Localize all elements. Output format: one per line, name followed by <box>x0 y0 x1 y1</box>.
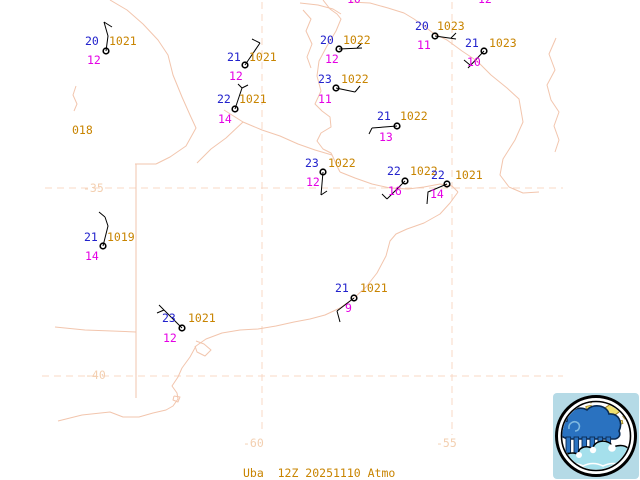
station-6-temp: 20 <box>415 19 429 33</box>
wind-barbs <box>98 21 485 329</box>
station-9-pressure: 1022 <box>328 156 356 170</box>
latitude-label-35: -35 <box>83 181 104 195</box>
station-circles <box>99 32 488 332</box>
station-12-temp: 21 <box>84 230 98 244</box>
station-7-temp: 21 <box>465 36 479 50</box>
station-11-temp: 22 <box>431 168 445 182</box>
clipped-top-dewpoint-b: 12 <box>478 0 492 5</box>
station-2-dewpoint: 12 <box>229 69 243 83</box>
station-1-temp: 20 <box>85 34 99 48</box>
station-13-temp: 23 <box>162 311 176 325</box>
clipped-pressure-label: 018 <box>72 123 93 137</box>
station-8-pressure: 1022 <box>400 109 428 123</box>
station-4-temp: 20 <box>320 33 334 47</box>
station-3-pressure: 1021 <box>239 92 267 106</box>
map-caption: Uba 12Z 20251110 Atmo <box>243 466 396 480</box>
station-5-temp: 23 <box>318 72 332 86</box>
station-6-pressure: 1023 <box>437 19 465 33</box>
station-11-dewpoint: 14 <box>430 187 444 201</box>
station-11-pressure: 1021 <box>455 168 483 182</box>
latitude-label-40: -40 <box>85 368 106 382</box>
grid-lines <box>42 2 563 435</box>
station-7-dewpoint: 10 <box>467 55 481 69</box>
station-1-pressure: 1021 <box>109 34 137 48</box>
station-3-dewpoint: 14 <box>218 112 232 126</box>
clipped-top-dewpoint-a: 10 <box>347 0 361 5</box>
longitude-label-60: -60 <box>243 436 264 450</box>
station-5-dewpoint: 11 <box>318 92 332 106</box>
station-10-temp: 22 <box>387 164 401 178</box>
station-14-temp: 21 <box>335 281 349 295</box>
station-8-temp: 21 <box>377 109 391 123</box>
station-1-dewpoint: 12 <box>87 53 101 67</box>
station-3-temp: 22 <box>217 92 231 106</box>
coastline-borders <box>54 0 560 422</box>
station-4-dewpoint: 12 <box>325 52 339 66</box>
station-9-temp: 23 <box>305 156 319 170</box>
station-2-temp: 21 <box>227 50 241 64</box>
station-13-pressure: 1021 <box>188 311 216 325</box>
station-9-dewpoint: 12 <box>306 175 320 189</box>
station-4-pressure: 1022 <box>343 33 371 47</box>
station-14-dewpoint: 9 <box>345 301 352 315</box>
station-13-dewpoint: 12 <box>163 331 177 345</box>
station-12-dewpoint: 14 <box>85 249 99 263</box>
station-6-dewpoint: 11 <box>417 38 431 52</box>
station-10-dewpoint: 16 <box>388 184 402 198</box>
station-14-pressure: 1021 <box>360 281 388 295</box>
station-10-pressure: 1022 <box>410 164 438 178</box>
station-8-dewpoint: 13 <box>379 130 393 144</box>
station-12-pressure: 1019 <box>107 230 135 244</box>
station-2-pressure: 1021 <box>249 50 277 64</box>
station-7-pressure: 1023 <box>489 36 517 50</box>
atmo-logo <box>553 393 639 479</box>
station-5-pressure: 1022 <box>341 72 369 86</box>
cloud-icon <box>562 405 622 440</box>
longitude-label-55: -55 <box>436 436 457 450</box>
logo-inner-ring <box>560 400 632 472</box>
